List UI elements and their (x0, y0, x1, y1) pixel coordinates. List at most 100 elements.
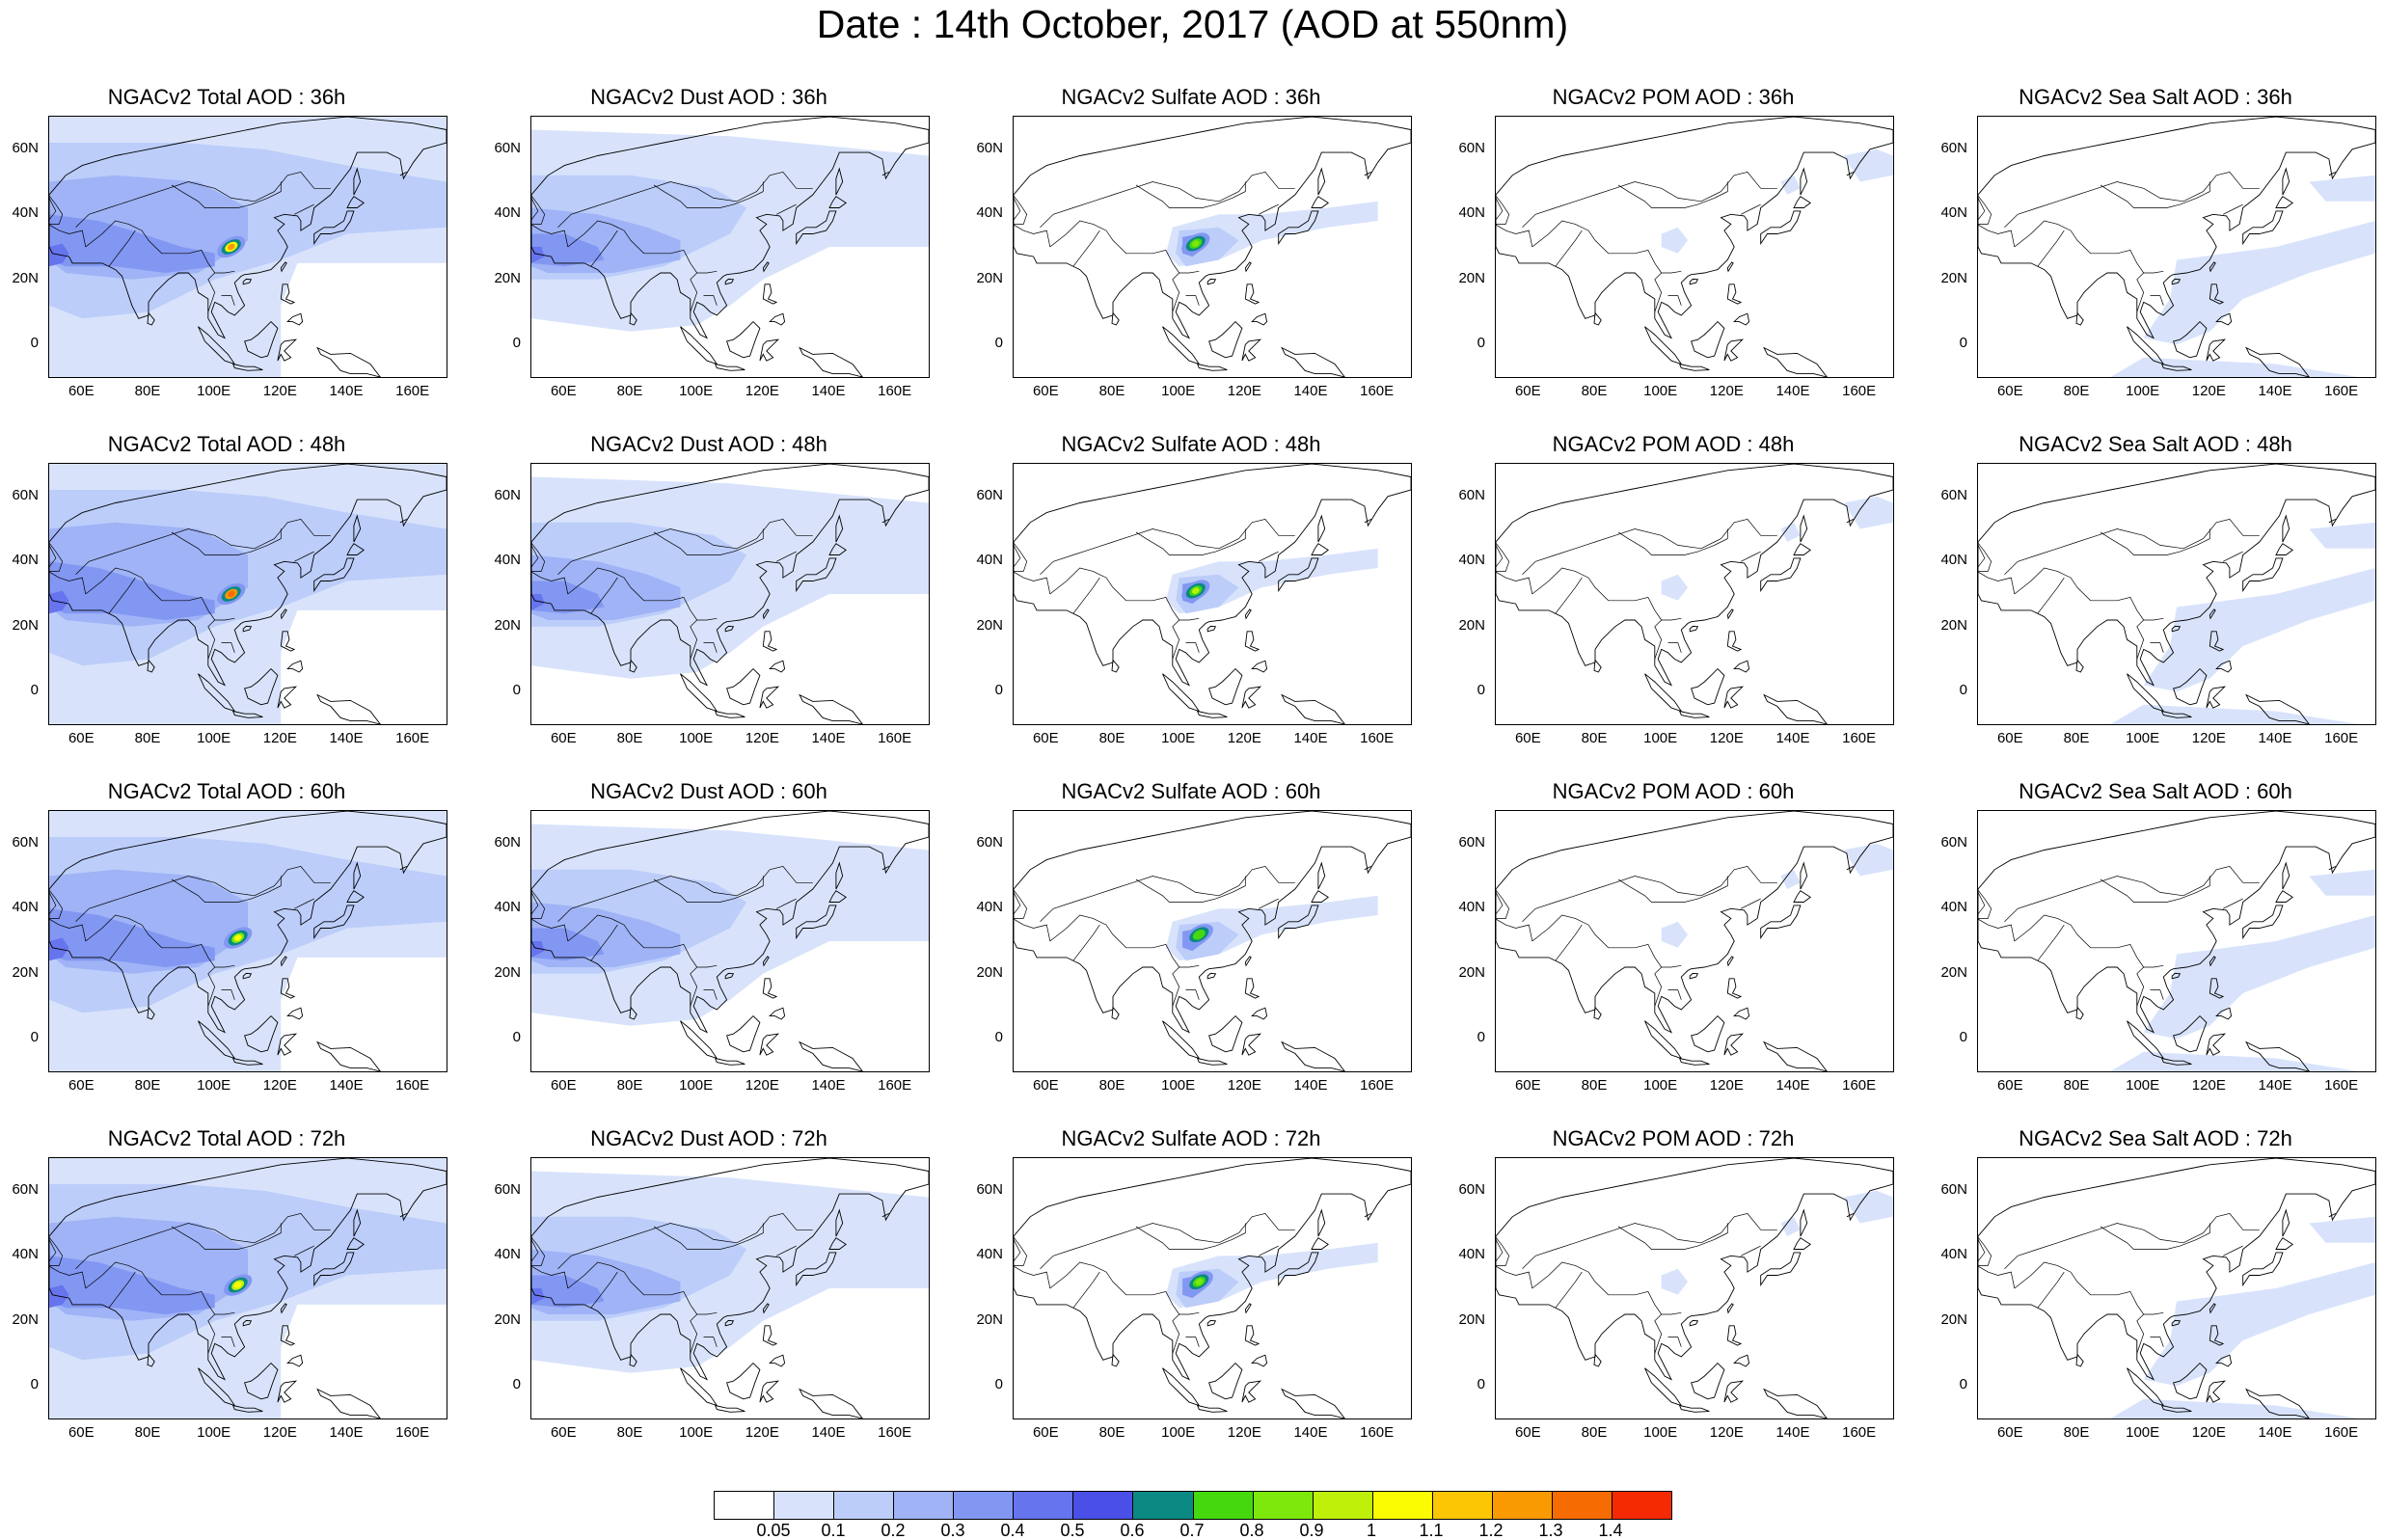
border-line-5 (1667, 989, 1682, 1000)
lon-tick-label: 120E (1227, 730, 1261, 746)
map-plot (1013, 463, 1412, 725)
lon-tick-label: 80E (2063, 383, 2090, 399)
coastline-hokkaido (1793, 543, 1811, 555)
border-line-0 (1978, 542, 1992, 572)
aod-shading-2 (2309, 869, 2375, 896)
lon-tick-label: 60E (68, 1424, 95, 1441)
map-svg (49, 1158, 447, 1418)
lat-tick-label: 40N (494, 204, 521, 222)
coastline-taiwan (1244, 261, 1252, 273)
lat-tick-label: 60N (1458, 486, 1485, 503)
lon-tick-label: 120E (1709, 1424, 1744, 1441)
aod-shading-0 (1661, 574, 1689, 601)
coastline-kamchatka_in (881, 1212, 889, 1218)
coastline-newguinea (1763, 1040, 1828, 1071)
lon-tick-label: 100E (2126, 1424, 2160, 1441)
coastline-taiwan (280, 1303, 287, 1314)
map-svg (531, 811, 929, 1071)
coastline-sulawesi (2206, 1380, 2227, 1403)
aod-hotspot-ring-3 (1192, 587, 1200, 594)
border-line-8 (1617, 528, 1728, 555)
lat-tick-label: 20N (1458, 269, 1485, 286)
border-line-4 (1172, 619, 1180, 660)
coastline-mindanao (769, 312, 786, 326)
coastline-hainan (724, 625, 735, 633)
coastline-newguinea (1763, 1388, 1828, 1418)
lon-tick-label: 160E (2324, 383, 2359, 399)
border-line-6 (49, 1265, 87, 1289)
border-line-6 (1496, 224, 1533, 248)
coastline-japan (1278, 905, 1319, 940)
border-line-8 (171, 528, 282, 555)
border-line-4 (1654, 966, 1663, 1007)
lat-tick-label: 60N (1458, 1180, 1485, 1198)
coastline-kamchatka_in (399, 1212, 407, 1218)
border-line-2 (567, 1261, 718, 1315)
lon-tick-label: 120E (1227, 1424, 1261, 1441)
coastline-sakhalin (353, 167, 362, 196)
lat-tick-label: 40N (976, 899, 1003, 916)
coastline-srilanka (2075, 659, 2084, 673)
border-line-2 (1531, 1261, 1682, 1315)
lon-tick-label: 100E (2126, 1077, 2160, 1094)
coastline-sakhalin (2282, 514, 2290, 543)
lon-tick-label: 120E (1227, 1077, 1261, 1094)
border-line-4 (1654, 272, 1663, 312)
border-line-7 (293, 203, 314, 215)
panel-title: NGACv2 Dust AOD : 48h (590, 432, 827, 456)
coastline-borneo (244, 1362, 279, 1400)
coastline-sulawesi (759, 1380, 780, 1403)
coastline-java (1678, 710, 1710, 718)
coastline-hokkaido (828, 543, 847, 555)
panel-sulfate-72h: NGACv2 Sulfate AOD : 72h 60N 40N 20N 0 60E 80E… (964, 1126, 1418, 1445)
coastline-japan (313, 905, 355, 940)
border-line-4 (207, 619, 216, 660)
lat-tick-label: 40N (976, 1246, 1003, 1263)
coastline-newguinea (1281, 346, 1345, 377)
border-line-7 (1258, 1245, 1279, 1256)
coastline-hokkaido (2275, 543, 2293, 555)
coastline-japan (796, 557, 837, 593)
aod-shading-1 (281, 609, 447, 724)
lon-tick-label: 140E (811, 730, 846, 746)
lat-tick-label: 0 (1959, 1376, 1967, 1393)
lon-tick-label: 140E (811, 1077, 846, 1094)
border-line-3 (108, 924, 136, 961)
coastline-mindanao (1733, 1007, 1750, 1020)
lon-tick-label: 100E (1161, 730, 1196, 746)
colorbar-label: 0.2 (881, 1521, 906, 1540)
map-svg (1496, 1158, 1893, 1418)
coastline-sulawesi (277, 338, 298, 362)
coastline-sakhalin (1317, 167, 1326, 196)
colorbar-box-12 (1432, 1492, 1493, 1519)
lon-tick-label: 100E (197, 383, 231, 399)
lat-tick-label: 20N (1940, 963, 1967, 981)
panel-dust-72h: NGACv2 Dust AOD : 72h 60N 40N 20N 0 60E 80E 100… (482, 1126, 935, 1445)
map-svg (1014, 464, 1411, 724)
border-line-4 (2136, 966, 2145, 1007)
map-plot (530, 463, 930, 725)
lon-tick-label: 80E (1581, 730, 1608, 746)
coastline-hokkaido (2275, 196, 2293, 208)
map-plot (1495, 810, 1894, 1072)
coastline-srilanka (147, 1353, 155, 1367)
coastline-srilanka (1593, 1353, 1602, 1367)
coastline-borneo (1691, 667, 1725, 706)
coastline-srilanka (1593, 311, 1602, 326)
panel-title: NGACv2 Sulfate AOD : 72h (1061, 1126, 1321, 1150)
lon-tick-label: 120E (2191, 1077, 2226, 1094)
panel-dust-36h: NGACv2 Dust AOD : 36h 60N 40N 20N 0 60E 80E 100… (482, 85, 935, 403)
map-plot (1495, 1157, 1894, 1419)
lon-tick-label: 60E (1996, 383, 2023, 399)
border-line-7 (775, 898, 797, 909)
coastline-taiwan (280, 608, 287, 620)
border-line-5 (1667, 1337, 1682, 1347)
coastline-mindanao (2215, 1354, 2233, 1367)
coastline-srilanka (629, 1353, 637, 1367)
border-line-5 (1185, 1337, 1200, 1347)
lon-tick-label: 100E (1161, 1424, 1196, 1441)
coastline-luzon (762, 631, 778, 652)
lat-tick-label: 60N (1458, 139, 1485, 156)
coastline-newguinea (1763, 346, 1828, 377)
lat-tick-label: 0 (1959, 335, 1967, 352)
